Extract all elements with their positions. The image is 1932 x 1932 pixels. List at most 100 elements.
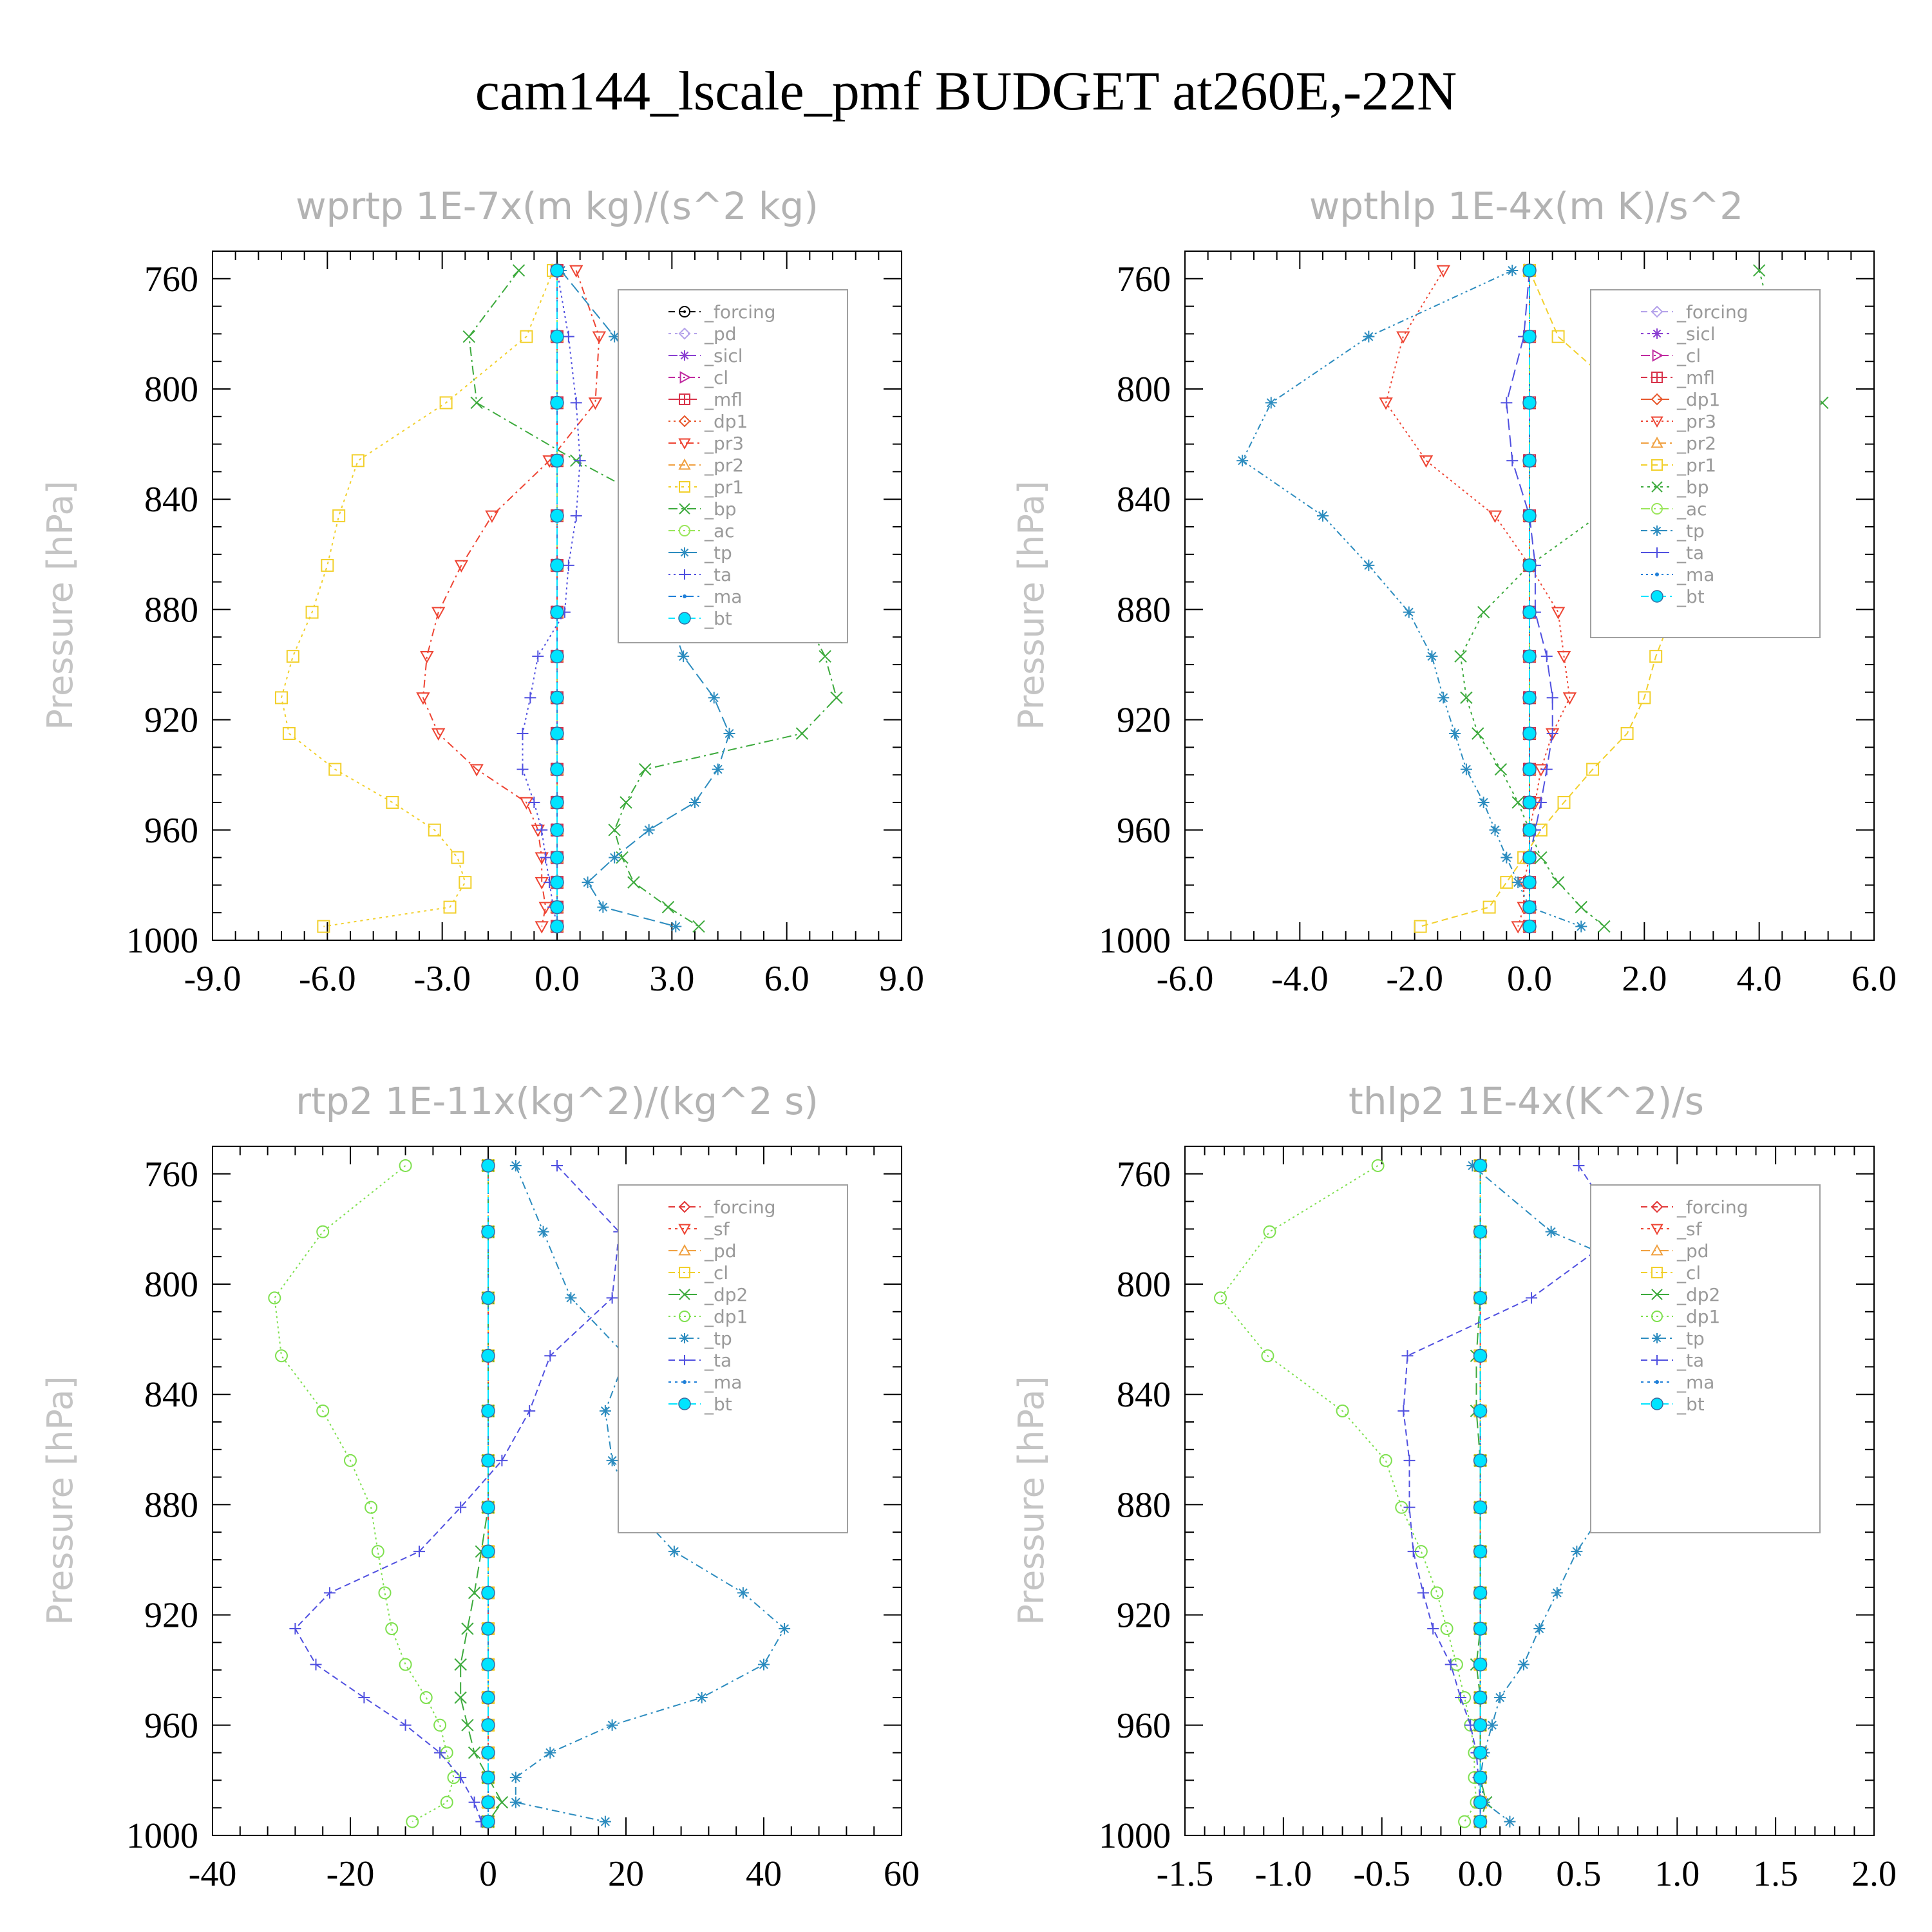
data-point [1336,1404,1349,1417]
data-point [565,1292,577,1304]
y-tick-label: 1000 [126,921,198,961]
data-point [1551,607,1566,620]
data-point [317,920,330,933]
panel-thlp2: thlp2 1E-4x(K^2)/s Pressure [hPa] -1.5 -1… [1011,1079,1897,1894]
legend-label: _sicl [704,345,743,366]
data-point [606,1719,618,1731]
data-point [1522,649,1537,663]
data-point [1214,1291,1227,1305]
legend-label: _forcing [704,301,776,323]
axis-ticks [1184,251,1875,941]
data-point [469,764,484,777]
panel-wpthlp: wpthlp 1E-4x(m K)/s^2 Pressure [hPa] -6.… [1011,184,1897,999]
data-point [599,1815,611,1828]
legend-label: _ma [704,586,742,607]
data-point [679,1289,690,1300]
data-point [1489,824,1501,836]
data-point [440,1795,453,1809]
data-point [679,371,692,384]
legend-label: _ta [1676,542,1704,564]
legend-label: _ta [704,564,732,585]
data-point [1522,823,1537,837]
data-point [378,1586,392,1600]
y-tick-label: 800 [1117,1265,1171,1305]
data-point [1540,650,1553,663]
legend-label: _ta [704,1350,732,1371]
data-point [524,692,536,704]
legend-label: _bt [1676,1394,1705,1415]
data-point [708,692,720,704]
x-tick-label: 1.0 [1654,1854,1700,1894]
series-line [422,270,600,927]
data-point [689,797,701,808]
data-point [485,510,499,523]
series-line [280,270,554,927]
data-point [1655,1380,1659,1384]
data-point [1427,1623,1439,1634]
data-point [1638,691,1651,705]
data-point [550,850,564,865]
data-point [1546,692,1558,704]
data-point [1651,459,1663,471]
legend-label: _ac [1676,498,1707,520]
y-tick-label: 880 [144,590,198,630]
data-point [1522,919,1537,934]
data-point [1551,876,1565,889]
data-point [462,330,475,343]
data-point [1473,1690,1488,1705]
data-point [1482,900,1496,914]
data-point [516,728,529,739]
data-point [1486,1719,1498,1731]
data-point [1444,1658,1457,1671]
data-point [1511,796,1524,809]
data-point [1403,606,1415,618]
data-point [305,605,319,619]
data-point [1651,436,1663,448]
data-point [550,690,564,705]
y-tick-label: 920 [144,701,198,741]
x-tick-label: 0 [479,1854,497,1894]
x-tick-label: 3.0 [649,959,694,999]
data-point [468,1796,480,1808]
data-point [481,1586,495,1600]
data-point [431,607,446,620]
legend-label: _bt [1676,586,1705,607]
data-point [592,331,607,344]
data-point [683,594,687,598]
data-point [1473,1795,1488,1810]
data-point [481,1622,495,1636]
data-point [1494,1692,1506,1703]
data-point [1651,1244,1663,1256]
data-point [481,1349,495,1363]
series-line [1385,270,1571,927]
data-point [286,650,299,663]
data-point [1472,727,1484,740]
data-point [737,1587,749,1599]
x-tick-label: 6.0 [1852,959,1897,999]
data-point [1407,1546,1419,1558]
data-point [1501,397,1513,409]
series-markers [289,1159,625,1828]
panel-rtp2: rtp2 1E-11x(kg^2)/(kg^2 s) Pressure [hPa… [40,1079,920,1894]
series-line [1403,1165,1624,1822]
data-point [1494,762,1508,776]
data-point [495,1795,509,1809]
data-point [1449,728,1461,739]
data-point [454,1658,467,1671]
y-tick-label: 760 [1117,1155,1171,1195]
data-point [1535,797,1547,808]
panel-title: wprtp 1E-7x(m kg)/(s^2 kg) [296,184,819,228]
legend-label: _cl [1676,345,1701,366]
data-point [678,327,691,340]
data-point [1652,328,1662,339]
data-point [1488,510,1502,523]
data-point [328,762,342,776]
data-point [1522,690,1537,705]
data-point [819,650,831,663]
data-point [451,851,464,864]
data-point [1436,265,1450,278]
data-point [758,1658,770,1671]
x-tick-label: -3.0 [413,959,471,999]
data-point [678,1244,691,1256]
data-point [550,900,564,914]
